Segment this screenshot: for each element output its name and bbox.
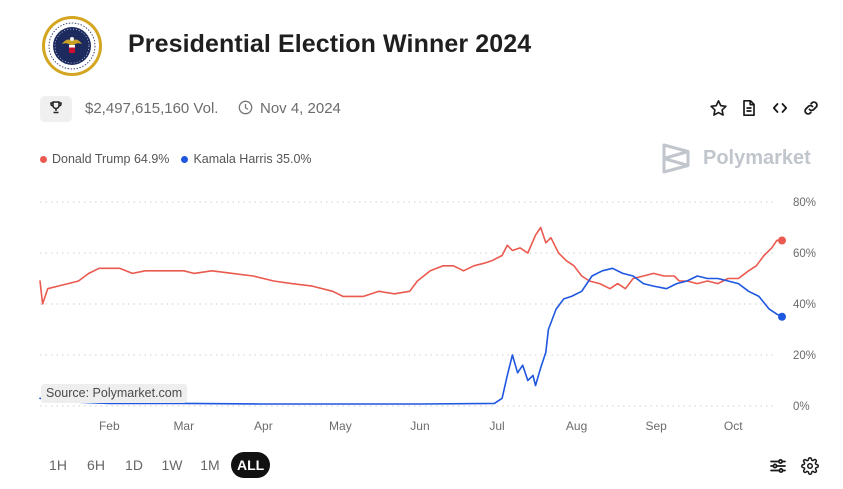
x-tick-label: Apr	[254, 419, 273, 433]
end-date-text: Nov 4, 2024	[260, 100, 341, 117]
x-tick-label: Oct	[724, 419, 743, 433]
range-button-1h[interactable]: 1H	[49, 457, 67, 473]
sliders-icon[interactable]	[768, 456, 788, 476]
trophy-icon	[49, 100, 63, 119]
x-tick-label: Sep	[646, 419, 668, 433]
code-icon[interactable]	[770, 98, 790, 118]
range-button-all[interactable]: ALL	[231, 452, 271, 478]
chart-legend: Donald Trump 64.9% Kamala Harris 35.0%	[40, 152, 312, 166]
legend-item-trump: Donald Trump 64.9%	[40, 152, 169, 166]
gear-icon[interactable]	[800, 456, 820, 476]
range-button-1m[interactable]: 1M	[200, 457, 220, 473]
polymarket-logo: Polymarket	[661, 142, 811, 175]
page-title: Presidential Election Winner 2024	[128, 30, 532, 58]
legend-dot	[40, 155, 47, 163]
star-icon[interactable]	[708, 98, 728, 118]
legend-label: Donald Trump 64.9%	[52, 152, 170, 166]
time-range-selector: 1H 6H 1D 1W 1M ALL	[41, 452, 271, 478]
series-endpoint-kamala-harris	[778, 312, 786, 321]
range-button-6h[interactable]: 6H	[87, 457, 105, 473]
x-tick-label: Feb	[99, 419, 120, 433]
y-tick-label: 80%	[793, 197, 816, 209]
range-button-1w[interactable]: 1W	[161, 457, 183, 473]
legend-label: Kamala Harris 35.0%	[193, 152, 312, 166]
x-tick-label: May	[329, 419, 352, 433]
link-icon[interactable]	[801, 98, 821, 118]
volume-text: $2,497,615,160 Vol.	[85, 100, 219, 117]
series-endpoint-donald-trump	[778, 236, 786, 245]
x-tick-label: Mar	[173, 419, 194, 433]
presidential-seal	[41, 15, 103, 77]
clock-icon	[238, 100, 253, 115]
price-chart: 0% 20% 40% 60% 80% Feb Mar Apr May Jun Jul Aug Sep O…	[39, 197, 816, 433]
y-tick-label: 40%	[793, 299, 816, 311]
x-tick-label: Aug	[566, 419, 587, 433]
x-tick-label: Jul	[489, 419, 504, 433]
y-tick-label: 20%	[793, 350, 816, 362]
y-tick-label: 60%	[793, 248, 816, 260]
action-toolbar	[708, 98, 821, 118]
y-tick-label: 0%	[793, 401, 810, 413]
brand-name: Polymarket	[703, 147, 811, 169]
polymarket-logo-icon	[662, 143, 690, 174]
document-icon[interactable]	[739, 98, 759, 118]
x-tick-label: Jun	[410, 419, 429, 433]
series-line-kamala-harris	[39, 267, 783, 405]
trophy-badge[interactable]	[40, 96, 72, 122]
chart-controls	[768, 456, 820, 476]
legend-dot	[181, 155, 189, 163]
source-label: Source: Polymarket.com	[41, 384, 188, 403]
legend-item-harris: Kamala Harris 35.0%	[181, 152, 312, 166]
series-line-donald-trump	[39, 226, 783, 305]
range-button-1d[interactable]: 1D	[125, 457, 143, 473]
